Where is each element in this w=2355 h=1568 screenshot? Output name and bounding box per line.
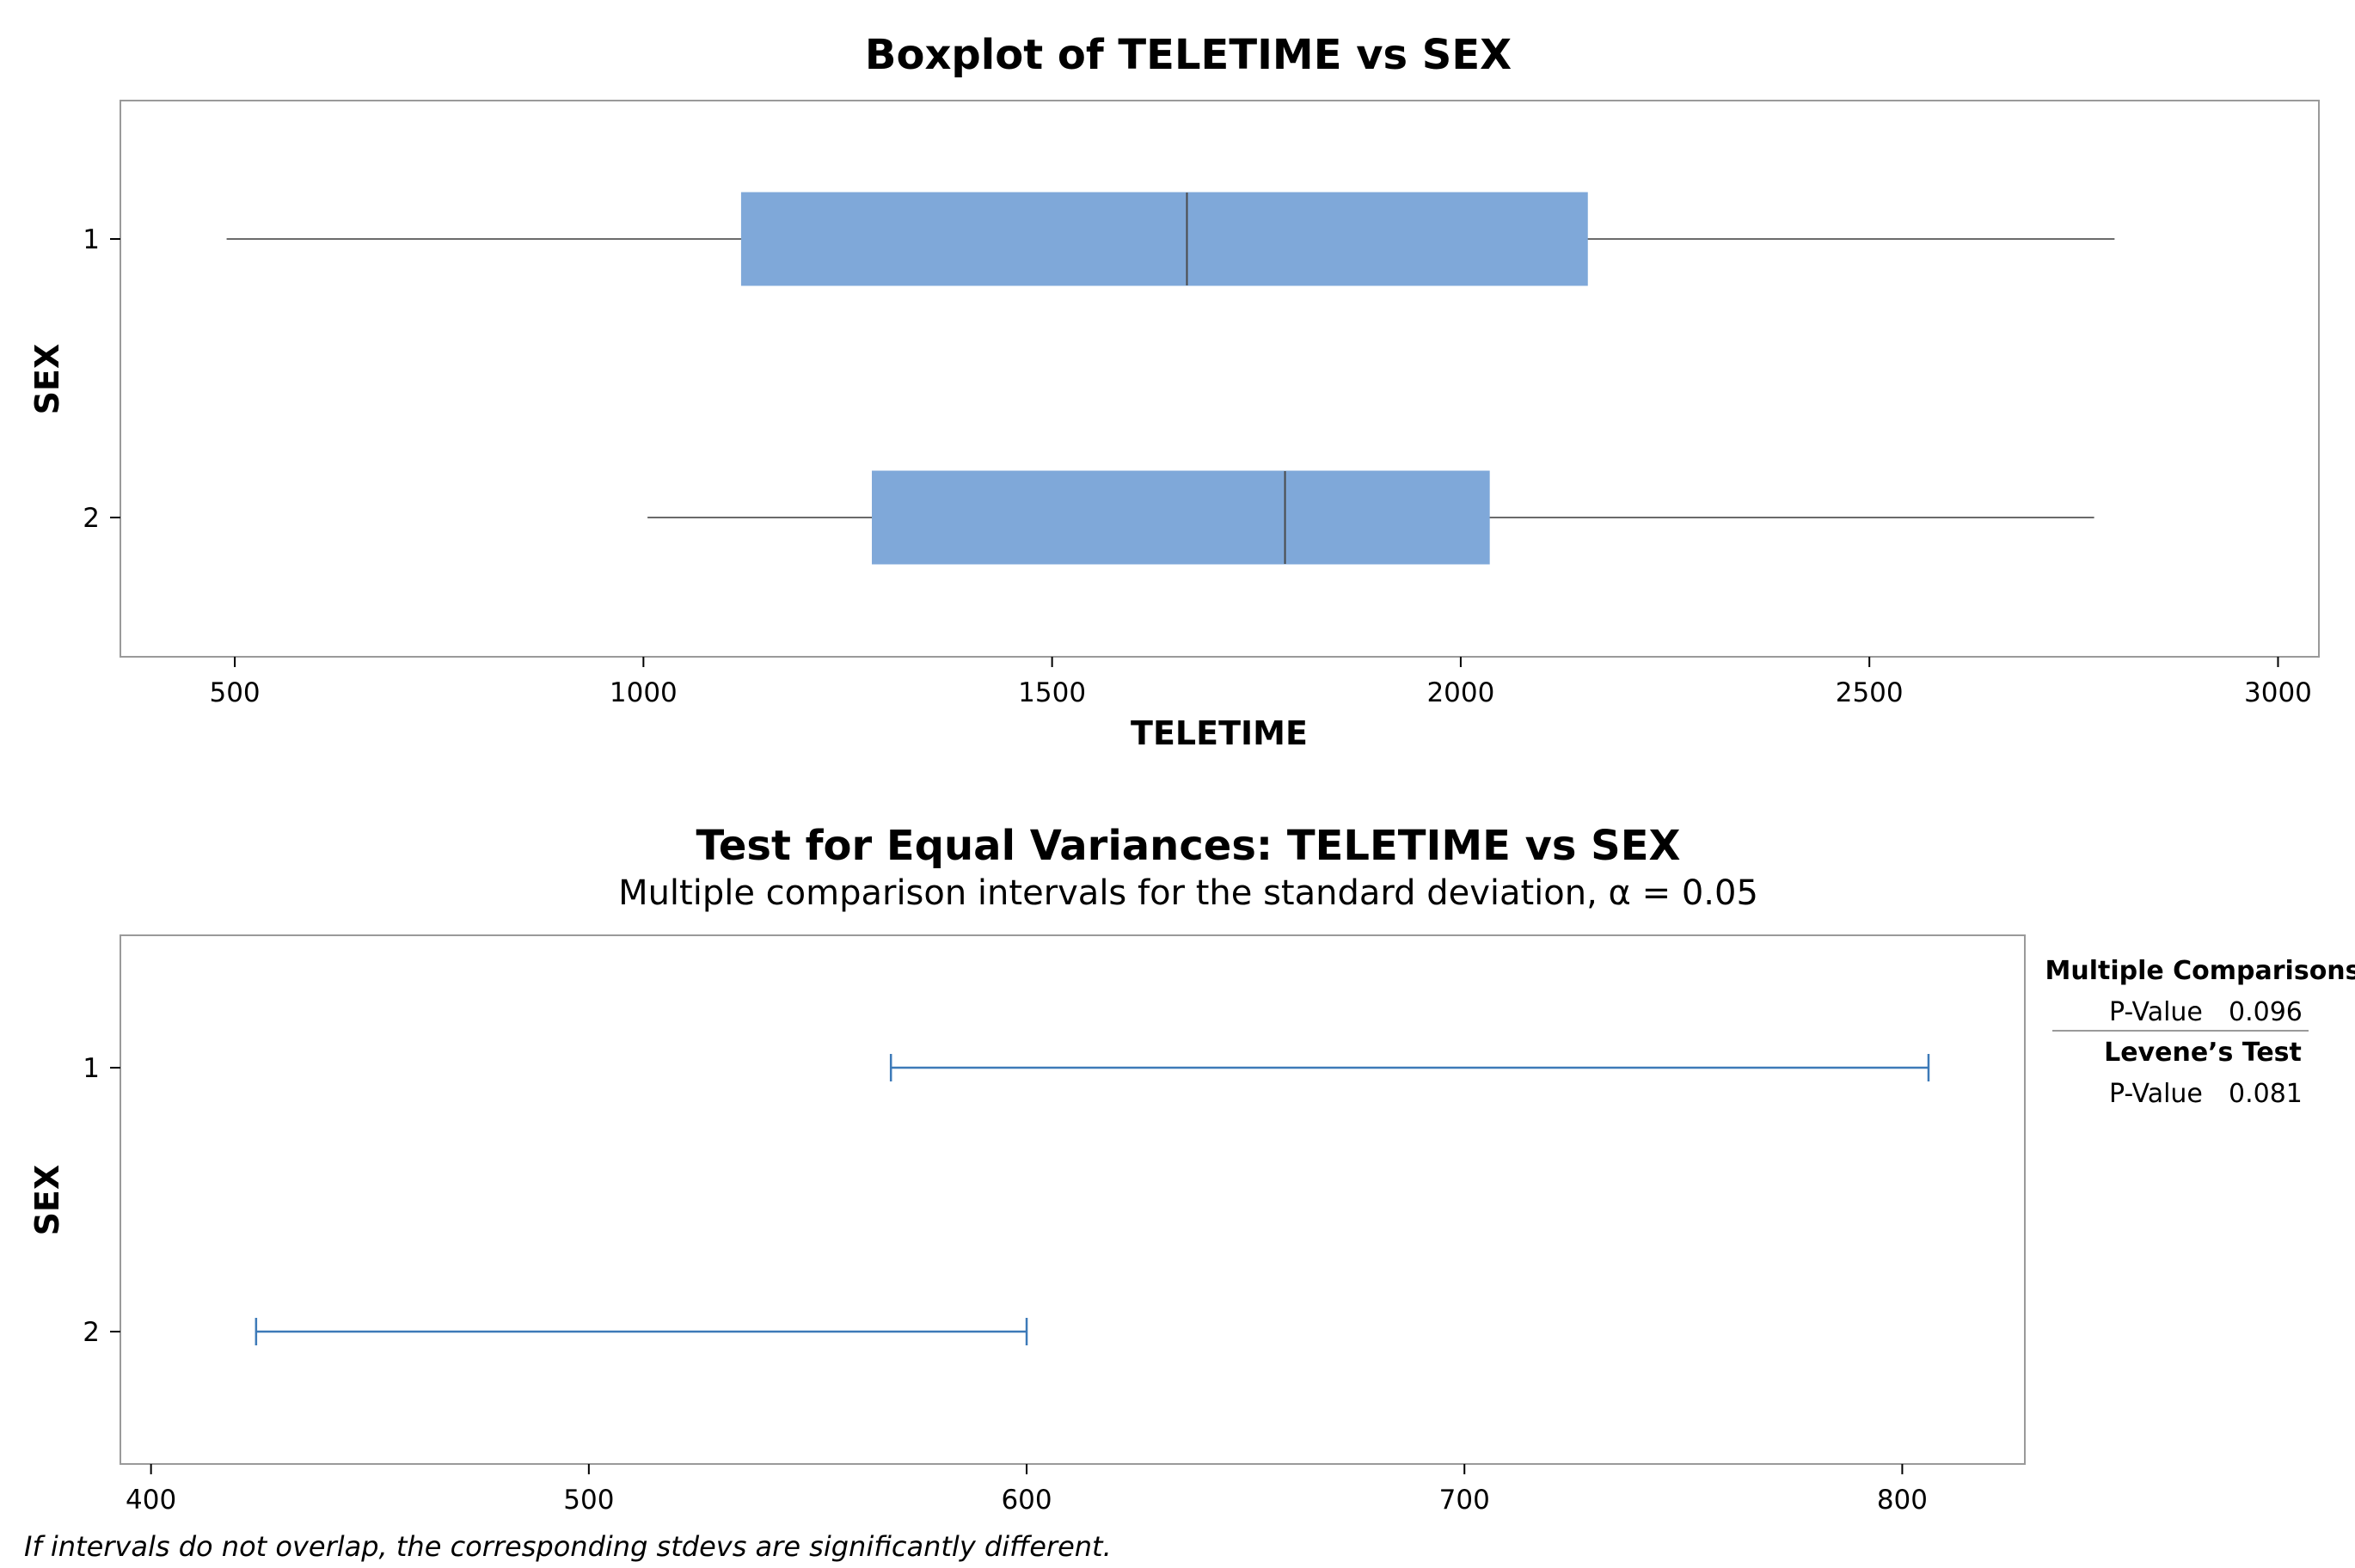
boxplot-x-axis-title: TELETIME: [1131, 714, 1308, 752]
boxplot-plot-area: [120, 100, 2320, 658]
variance-test-title: Test for Equal Variances: TELETIME vs SE…: [696, 822, 1680, 870]
y-tick-label: 2: [83, 503, 100, 534]
x-tick-label: 600: [1001, 1485, 1052, 1516]
box-iqr: [740, 192, 1588, 286]
x-tick-label: 500: [563, 1485, 614, 1516]
x-tick-label: 2000: [1426, 677, 1494, 708]
boxplot-marks: [226, 192, 2115, 565]
x-tick-label: 400: [126, 1485, 176, 1516]
variance-test-x-ticks: 400 500 600 700 800: [126, 1464, 1928, 1516]
boxplot-x-ticks: 500 1000 1500 2000 2500 3000: [209, 657, 2312, 708]
y-tick-label: 1: [83, 1053, 100, 1084]
variance-test-y-axis-title: SEX: [28, 1165, 66, 1236]
levenes-test-heading: Levene’s Test: [2104, 1038, 2302, 1068]
footnote: If intervals do not overlap, the corresp…: [24, 1530, 1112, 1563]
levenes-test-pvalue: 0.081: [2229, 1079, 2303, 1109]
variance-test-marks: [255, 1054, 1930, 1345]
x-tick-label: 2500: [1836, 677, 1904, 708]
y-tick-label: 2: [83, 1317, 100, 1348]
x-tick-label: 700: [1439, 1485, 1490, 1516]
multiple-comparisons-heading: Multiple Comparisons: [2045, 956, 2355, 986]
box-iqr: [872, 470, 1490, 565]
boxplot-y-axis-title: SEX: [28, 344, 66, 415]
boxplot-y-ticks: 12: [83, 224, 120, 534]
variance-test-subtitle: Multiple comparison intervals for the st…: [618, 873, 1758, 913]
multiple-comparisons-pvalue: 0.096: [2229, 997, 2303, 1027]
multiple-comparisons-pvalue-label: P-Value: [2109, 997, 2203, 1027]
variance-test-plot-area: [120, 934, 2026, 1465]
x-tick-label: 500: [209, 677, 260, 708]
x-tick-label: 800: [1877, 1485, 1928, 1516]
y-tick-label: 1: [83, 224, 100, 255]
x-tick-label: 1500: [1018, 677, 1086, 708]
x-tick-label: 3000: [2244, 677, 2312, 708]
stats-panel: Multiple Comparisons P-Value 0.096 Leven…: [2045, 956, 2355, 1109]
variance-test-y-ticks: 12: [83, 1053, 120, 1348]
boxplot-title: Boxplot of TELETIME vs SEX: [865, 31, 1512, 79]
x-tick-label: 1000: [610, 677, 678, 708]
levenes-test-pvalue-label: P-Value: [2109, 1079, 2203, 1109]
